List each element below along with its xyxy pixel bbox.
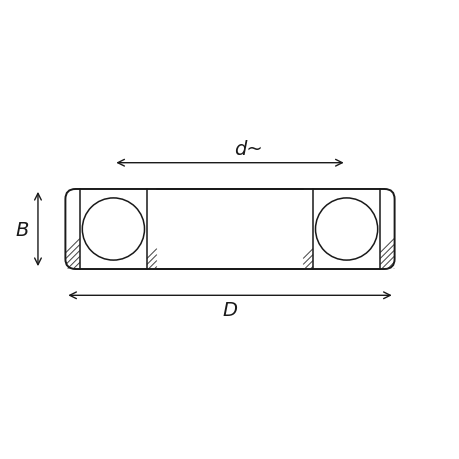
Circle shape	[82, 198, 144, 261]
Circle shape	[315, 198, 377, 261]
Circle shape	[315, 198, 377, 261]
Text: B: B	[15, 220, 28, 239]
Circle shape	[82, 198, 144, 261]
Text: D: D	[222, 300, 237, 319]
Text: d~: d~	[234, 140, 262, 159]
FancyBboxPatch shape	[65, 190, 394, 269]
